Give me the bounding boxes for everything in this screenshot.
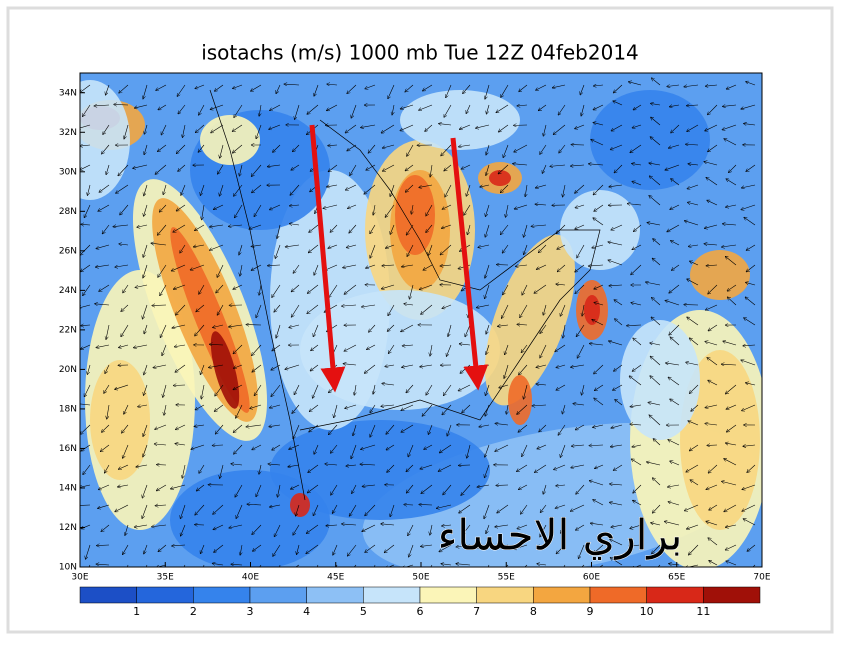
lat-tick-label: 30N xyxy=(59,167,77,177)
colorbar-swatch xyxy=(80,587,137,603)
lon-tick-label: 55E xyxy=(498,573,515,583)
lon-tick-label: 45E xyxy=(327,573,344,583)
colorbar-swatch xyxy=(363,587,420,603)
speed-contour xyxy=(690,250,750,300)
colorbar-swatch xyxy=(307,587,364,603)
lat-tick-label: 12N xyxy=(59,523,77,533)
map-title: isotachs (m/s) 1000 mb Tue 12Z 04feb2014 xyxy=(201,41,639,65)
speed-contour xyxy=(620,320,700,440)
lon-tick-label: 65E xyxy=(668,573,685,583)
colorbar-label: 9 xyxy=(587,605,594,618)
colorbar-swatch xyxy=(250,587,307,603)
lat-tick-label: 24N xyxy=(59,286,77,296)
colorbar-label: 1 xyxy=(133,605,140,618)
speed-contour xyxy=(90,360,150,480)
speed-contour xyxy=(590,90,710,190)
speed-contour xyxy=(170,470,330,570)
lat-tick-label: 18N xyxy=(59,404,77,414)
lat-tick-label: 20N xyxy=(59,365,77,375)
colorbar-swatch xyxy=(533,587,590,603)
lat-tick-label: 22N xyxy=(59,325,77,335)
colorbar-label: 6 xyxy=(417,605,424,618)
speed-contour xyxy=(200,115,260,165)
colorbar-swatch xyxy=(703,587,760,603)
colorbar-label: 5 xyxy=(360,605,367,618)
speed-contour xyxy=(584,295,600,325)
speed-contour xyxy=(395,175,435,255)
lat-tick-label: 28N xyxy=(59,207,77,217)
watermark: براري الاحساء xyxy=(438,511,683,560)
colorbar-label: 11 xyxy=(696,605,710,618)
lon-tick-label: 50E xyxy=(412,573,429,583)
speed-contour xyxy=(290,493,310,517)
colorbar-swatch xyxy=(193,587,250,603)
lon-tick-label: 60E xyxy=(583,573,600,583)
lon-tick-label: 30E xyxy=(71,573,88,583)
lon-tick-label: 35E xyxy=(157,573,174,583)
colorbar-swatch xyxy=(137,587,194,603)
colorbar-label: 4 xyxy=(303,605,310,618)
colorbar-label: 7 xyxy=(473,605,480,618)
speed-contour xyxy=(400,90,520,150)
speed-contour xyxy=(508,375,532,425)
colorbar-label: 3 xyxy=(247,605,254,618)
colorbar-swatch xyxy=(647,587,704,603)
colorbar-swatch xyxy=(477,587,534,603)
lat-tick-label: 14N xyxy=(59,483,77,493)
lon-tick-label: 40E xyxy=(242,573,259,583)
lat-tick-label: 26N xyxy=(59,246,77,256)
lon-tick-label: 70E xyxy=(753,573,770,583)
colorbar-label: 8 xyxy=(530,605,537,618)
colorbar-swatch xyxy=(590,587,647,603)
colorbar-swatch xyxy=(420,587,477,603)
lat-tick-label: 34N xyxy=(59,88,77,98)
colorbar-label: 2 xyxy=(190,605,197,618)
lat-tick-label: 32N xyxy=(59,128,77,138)
colorbar-label: 10 xyxy=(640,605,654,618)
lat-tick-label: 16N xyxy=(59,444,77,454)
lat-tick-label: 10N xyxy=(59,563,77,573)
